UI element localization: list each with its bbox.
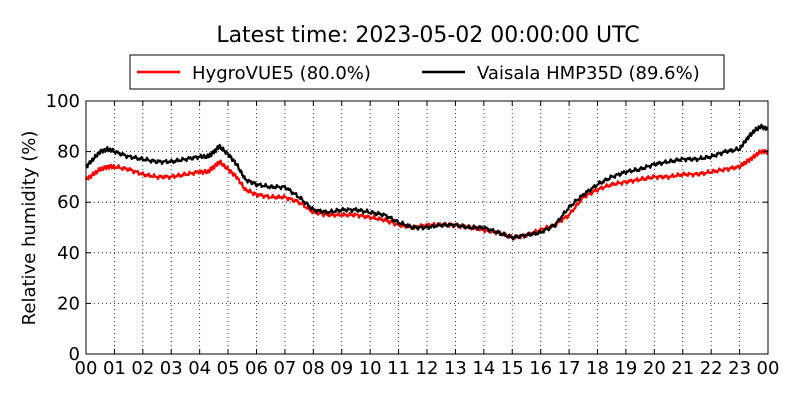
x-tick-label: 18 <box>586 358 609 379</box>
x-tick-label: 08 <box>302 358 325 379</box>
y-tick-label: 20 <box>57 293 80 314</box>
x-tick-label: 06 <box>245 358 268 379</box>
y-tick-label: 40 <box>57 243 80 264</box>
x-tick-label: 16 <box>529 358 552 379</box>
x-tick-label: 19 <box>614 358 637 379</box>
series-group <box>84 123 769 241</box>
series-line-hygrovue5 <box>84 148 769 240</box>
series-line-vaisala <box>85 123 769 241</box>
x-tick-label: 20 <box>643 358 666 379</box>
x-tick-label: 13 <box>444 358 467 379</box>
x-tick-label: 22 <box>700 358 723 379</box>
y-tick-label: 80 <box>57 142 80 163</box>
y-tick-label: 60 <box>57 192 80 213</box>
x-tick-label: 00 <box>757 358 780 379</box>
chart-title: Latest time: 2023-05-02 00:00:00 UTC <box>216 23 639 48</box>
x-tick-label: 12 <box>416 358 439 379</box>
x-tick-label: 00 <box>75 358 98 379</box>
legend: HygroVUE5 (80.0%) Vaisala HMP35D (89.6%) <box>129 54 725 90</box>
x-tick-label: 07 <box>273 358 296 379</box>
x-tick-label: 01 <box>103 358 126 379</box>
y-tick-label: 100 <box>46 91 80 112</box>
x-axis: 00 01 02 03 04 05 06 07 08 09 10 11 12 13 14 15 16 17 18 19… <box>75 101 780 379</box>
legend-label-vaisala: Vaisala HMP35D (89.6%) <box>477 63 700 84</box>
y-axis-label: Relative humidity (%) <box>19 131 40 326</box>
x-tick-label: 04 <box>188 358 211 379</box>
x-tick-label: 03 <box>160 358 183 379</box>
grid <box>86 101 768 354</box>
x-tick-label: 21 <box>671 358 694 379</box>
y-tick-label: 0 <box>69 344 80 365</box>
x-tick-label: 10 <box>359 358 382 379</box>
x-tick-label: 23 <box>728 358 751 379</box>
x-tick-label: 15 <box>501 358 524 379</box>
x-tick-label: 02 <box>131 358 154 379</box>
legend-label-hygrovue5: HygroVUE5 (80.0%) <box>192 63 371 84</box>
y-axis: 0 20 40 60 80 100 <box>46 91 768 365</box>
x-tick-label: 05 <box>217 358 240 379</box>
x-tick-label: 17 <box>558 358 581 379</box>
x-tick-label: 11 <box>387 358 410 379</box>
x-tick-label: 09 <box>330 358 353 379</box>
x-tick-label: 14 <box>472 358 495 379</box>
